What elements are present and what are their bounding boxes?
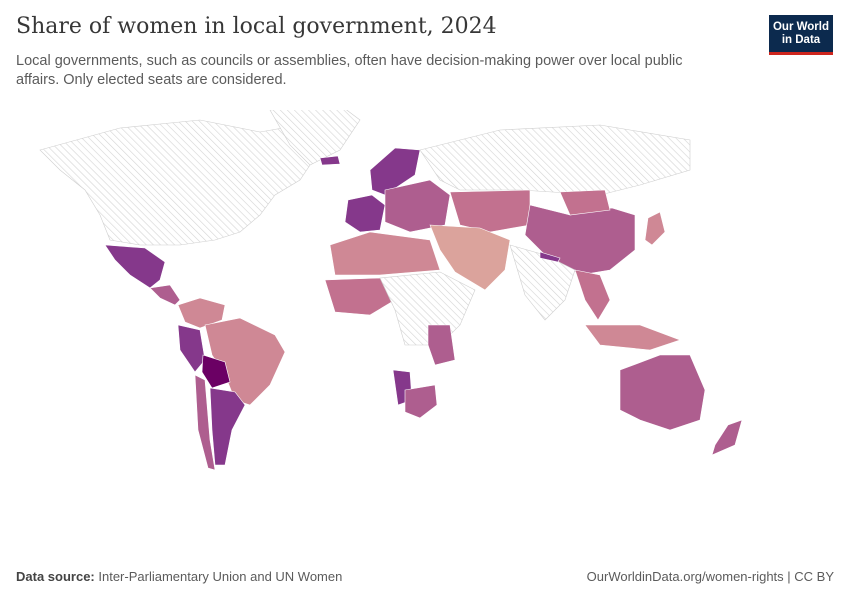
country-mexico[interactable] xyxy=(104,244,166,289)
data-source-text: Inter-Parliamentary Union and UN Women xyxy=(98,569,343,584)
country-chile[interactable] xyxy=(194,374,216,471)
country-eastern-europe[interactable] xyxy=(384,179,451,233)
chart-subtitle: Local governments, such as councils or a… xyxy=(16,53,683,88)
country-south-africa[interactable] xyxy=(404,384,438,419)
country-colombia-venezuela[interactable] xyxy=(177,297,226,329)
country-peru[interactable] xyxy=(177,324,206,373)
country-greenland[interactable] xyxy=(269,110,361,166)
country-nepal[interactable] xyxy=(539,251,561,263)
country-western-europe[interactable] xyxy=(344,194,386,233)
country-tanzania[interactable] xyxy=(427,324,456,366)
country-bolivia[interactable] xyxy=(201,354,231,389)
world-map[interactable]: No data0%0-10%10-20%20-30%30-40%40-50%50… xyxy=(0,110,850,510)
source-url[interactable]: OurWorldinData.org/women-rights | CC BY xyxy=(586,569,834,584)
country-japan[interactable] xyxy=(644,211,666,246)
country-central-asia[interactable] xyxy=(449,189,531,233)
country-indonesia[interactable] xyxy=(584,324,681,351)
country-southeast-asia[interactable] xyxy=(574,269,611,321)
country-mongolia[interactable] xyxy=(559,189,611,216)
country-argentina[interactable] xyxy=(209,387,246,466)
chart-title: Share of women in local government, 2024 xyxy=(16,14,497,39)
data-source: Data source: Inter-Parliamentary Union a… xyxy=(16,569,342,584)
country-north-america[interactable] xyxy=(39,119,321,246)
owid-logo[interactable]: Our World in Data xyxy=(769,15,833,55)
country-central-america[interactable] xyxy=(149,284,181,306)
country-west-africa[interactable] xyxy=(324,277,396,316)
country-australia[interactable] xyxy=(619,354,706,431)
country-scandinavia[interactable] xyxy=(369,147,421,196)
data-source-label: Data source: xyxy=(16,569,95,584)
country-russia[interactable] xyxy=(419,124,691,196)
country-iceland[interactable] xyxy=(319,155,341,166)
country-central-east-africa[interactable] xyxy=(379,271,476,346)
country-new-zealand[interactable] xyxy=(711,419,743,456)
country-middle-east[interactable] xyxy=(429,224,511,291)
country-north-africa[interactable] xyxy=(329,231,441,276)
